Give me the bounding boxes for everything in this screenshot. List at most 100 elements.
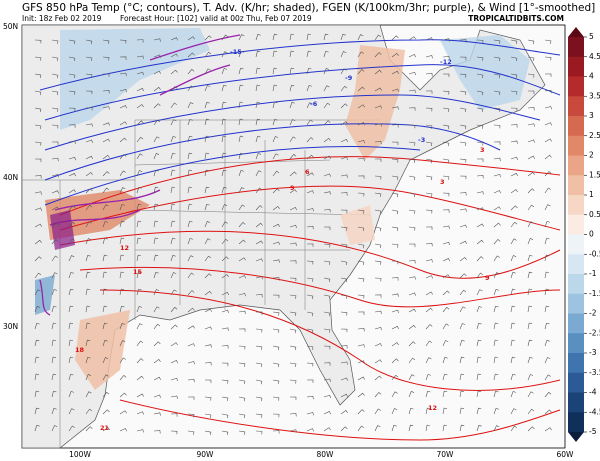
wind-barb (34, 322, 40, 330)
wind-barb (85, 73, 93, 78)
wind-barb (442, 390, 448, 398)
wind-barb (357, 243, 365, 249)
wind-barb (289, 67, 295, 75)
wind-barb (425, 90, 433, 94)
wind-barb (102, 237, 108, 245)
wind-barb (323, 378, 331, 383)
colorbar-label: 5 (589, 32, 594, 41)
wind-barb (153, 153, 160, 160)
wind-barb (136, 186, 142, 194)
wind-barb (204, 255, 212, 262)
colorbar-segment (568, 254, 584, 275)
wind-barb (340, 121, 348, 126)
wind-barb (102, 39, 110, 44)
wind-barb (68, 73, 76, 79)
wind-barb (204, 186, 210, 194)
wind-barb (306, 190, 314, 194)
wind-barb (374, 260, 382, 265)
wind-barb (51, 288, 58, 296)
wind-barb (544, 122, 552, 126)
wind-barb (306, 345, 314, 350)
wind-barb (459, 257, 467, 262)
wind-barb (153, 70, 161, 75)
wind-barb (272, 223, 280, 228)
wind-barb (102, 254, 108, 262)
wind-barb (238, 292, 246, 297)
wind-barb (459, 107, 467, 113)
wind-barb (204, 135, 210, 143)
wind-barb (272, 136, 279, 143)
wind-barb (136, 358, 144, 364)
wind-barb (391, 277, 399, 281)
wind-barb (306, 172, 314, 177)
credit: TROPICALTIDBITS.COM (468, 14, 564, 23)
wind-barb (153, 306, 160, 313)
wind-barb (527, 305, 533, 313)
wind-barb (119, 56, 127, 60)
wind-barb (272, 188, 280, 194)
wind-barb (493, 157, 501, 162)
wind-barb (476, 56, 484, 61)
wind-barb (476, 39, 484, 44)
wind-barb (442, 258, 450, 262)
wind-barb (153, 254, 159, 262)
wind-barb (255, 84, 261, 92)
wind-barb (510, 140, 518, 144)
wind-barb (289, 242, 297, 247)
colorbar-label: 3.5 (589, 91, 600, 100)
wind-barb (459, 289, 467, 296)
wind-barb (272, 241, 280, 245)
wind-barb (204, 273, 212, 279)
wind-barb (306, 119, 313, 126)
wind-barb (136, 306, 143, 313)
wind-barb (476, 373, 482, 381)
wind-barb (357, 104, 365, 109)
wind-barb (136, 254, 142, 262)
wind-barb (119, 322, 125, 330)
wind-barb (68, 205, 76, 211)
wind-barb (306, 260, 314, 265)
wind-barb (476, 239, 484, 245)
wind-barb (221, 379, 229, 384)
wind-barb (510, 238, 517, 245)
wind-barb (408, 209, 416, 214)
colorbar-segment (568, 234, 584, 255)
wind-barb (459, 306, 466, 313)
wind-barb (289, 294, 297, 299)
wind-barb (459, 240, 467, 245)
wind-barb (510, 271, 516, 279)
wind-barb (85, 322, 91, 330)
wind-barb (340, 174, 348, 178)
contour-label: 18 (75, 346, 85, 354)
wind-barb (544, 322, 550, 330)
wind-barb (357, 376, 365, 381)
contour-label: 3 (440, 178, 445, 186)
wind-barb (408, 292, 416, 296)
wind-barb (374, 343, 382, 347)
wind-barb (170, 254, 176, 262)
colorbar-segment (568, 155, 584, 176)
wind-barb (187, 325, 195, 330)
wind-barb (493, 173, 501, 178)
wind-barb (323, 209, 331, 213)
wind-barb (391, 243, 399, 248)
contour-label: -12 (440, 58, 452, 66)
wind-barb (459, 124, 467, 130)
wind-barb (476, 207, 484, 211)
wind-barb (527, 171, 535, 177)
wind-barb (510, 425, 518, 432)
wind-barb (510, 124, 518, 128)
wind-barb (255, 222, 263, 228)
wind-barb (170, 186, 176, 194)
wind-barb (119, 105, 127, 109)
wind-barb (442, 73, 450, 78)
wind-barb (204, 118, 210, 126)
wind-barb (391, 325, 399, 330)
wind-barb (255, 379, 263, 385)
wind-barb (204, 35, 212, 41)
wind-barb (68, 339, 74, 347)
wind-barb (527, 339, 533, 347)
wind-barb (459, 175, 467, 180)
wind-barb (442, 124, 450, 130)
wind-barb (323, 50, 329, 58)
